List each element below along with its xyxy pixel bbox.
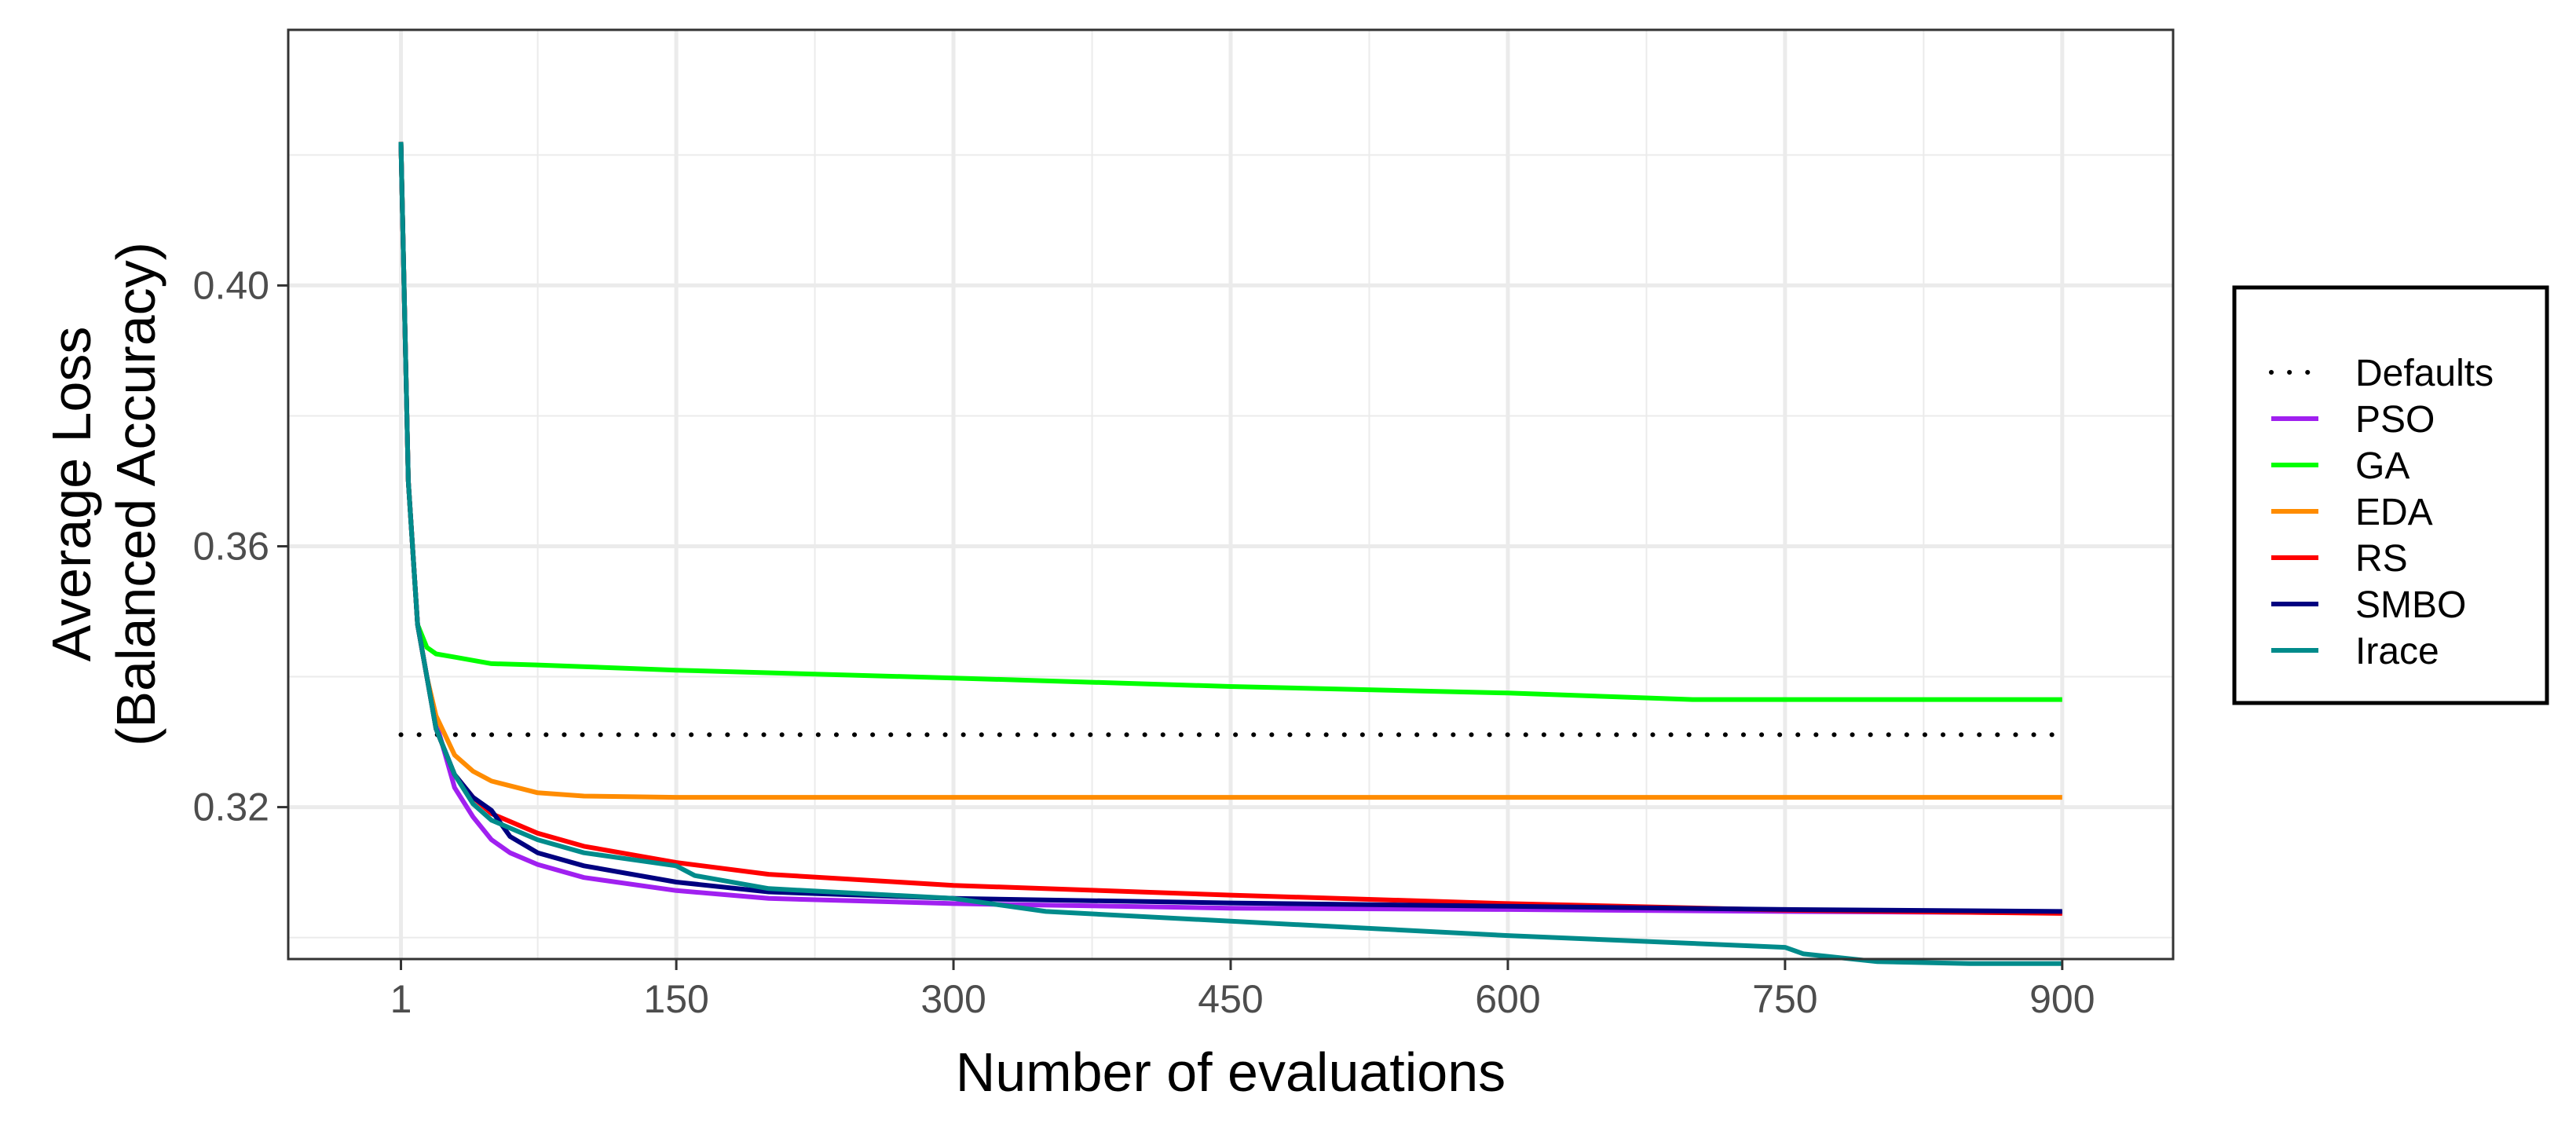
major-grid	[288, 30, 2173, 959]
series-line-irace	[398, 141, 2062, 966]
legend-label-smbo: SMBO	[2355, 584, 2466, 626]
x-axis-title: Number of evaluations	[956, 1042, 1506, 1103]
y-axis-title-line-2: (Balanced Accuracy)	[105, 242, 166, 746]
x-tick-label-5: 750	[1752, 977, 1817, 1021]
legend-label-defaults: Defaults	[2355, 353, 2494, 394]
y-axis-title-line-1: Average Loss	[41, 327, 102, 662]
series-lines	[398, 141, 2065, 966]
y-tick-label-1: 0.36	[193, 524, 269, 568]
y-tick-label-2: 0.40	[193, 263, 269, 307]
y-axis-ticks: 0.32 0.36 0.40	[193, 263, 288, 829]
legend-label-ga: GA	[2355, 445, 2410, 487]
x-tick-label-4: 600	[1475, 977, 1540, 1021]
y-axis-title: Average Loss (Balanced Accuracy)	[41, 242, 166, 746]
x-tick-label-3: 450	[1198, 977, 1263, 1021]
legend-box	[2232, 285, 2549, 705]
y-tick-label-0: 0.32	[193, 785, 269, 829]
x-tick-label-2: 300	[920, 977, 986, 1021]
legend-label-pso: PSO	[2355, 399, 2435, 441]
legend-label-irace: Irace	[2355, 631, 2439, 672]
x-tick-label-0: 1	[390, 977, 412, 1021]
x-axis-ticks: 1 150 300 450 600 750 900	[390, 959, 2095, 1021]
x-tick-label-1: 150	[643, 977, 708, 1021]
legend-label-eda: EDA	[2355, 492, 2433, 533]
legend-label-rs: RS	[2355, 538, 2408, 580]
x-tick-label-6: 900	[2029, 977, 2095, 1021]
